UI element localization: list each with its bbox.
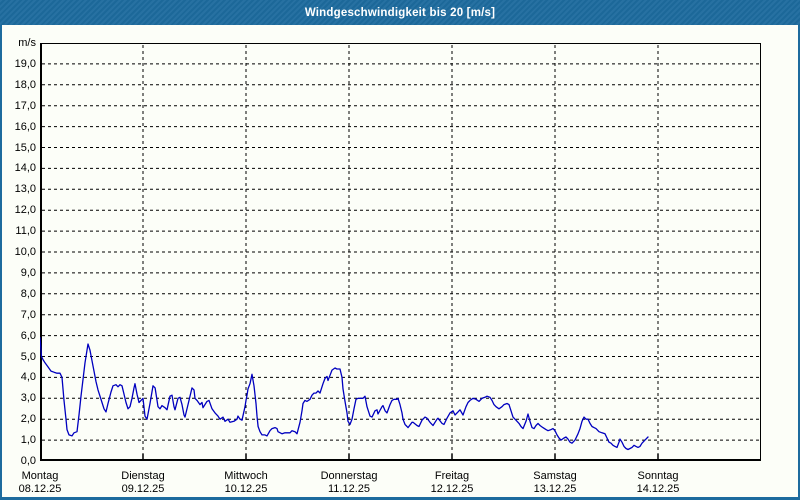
y-axis-tick-label: 16,0 — [14, 120, 36, 133]
y-axis-tick-label: 13,0 — [14, 183, 36, 196]
y-axis-tick-label: 7,0 — [20, 308, 36, 321]
y-axis-tick-label: 17,0 — [14, 99, 36, 112]
y-axis-tick-label: 11,0 — [15, 225, 36, 238]
wind-speed-chart — [40, 43, 761, 461]
y-axis-tick-label: 9,0 — [20, 266, 36, 279]
x-axis-day-label: Dienstag — [121, 470, 165, 482]
y-axis-tick-label: 5,0 — [20, 350, 36, 363]
x-axis-date-label: 11.12.25 — [327, 483, 370, 495]
y-axis-tick-label: 15,0 — [14, 141, 36, 154]
x-axis-date-label: 13.12.25 — [533, 483, 577, 495]
y-axis-tick-label: 10,0 — [14, 246, 36, 258]
x-axis-date-label: 08.12.25 — [18, 483, 62, 495]
x-axis-date-label: 12.12.25 — [430, 483, 474, 495]
y-axis-tick-label: 4,0 — [20, 371, 36, 384]
y-axis-tick-label: 0,0 — [20, 455, 36, 467]
x-axis-day-label: Sonntag — [637, 470, 679, 482]
y-axis-tick-label: 12,0 — [14, 204, 36, 217]
y-axis-tick-label: 14,0 — [14, 162, 36, 175]
y-axis-tick-label: 8,0 — [20, 287, 36, 300]
y-axis-unit-label: m/s — [18, 37, 36, 49]
chart-canvas — [2, 25, 798, 497]
window-title: Windgeschwindigkeit bis 20 [m/s] — [304, 6, 496, 19]
x-axis-date-label: 14.12.25 — [636, 483, 680, 495]
x-axis-date-label: 10.12.25 — [224, 483, 268, 495]
wind-speed-plot-area — [40, 43, 761, 461]
wind-speed-line — [40, 337, 649, 451]
y-axis-tick-label: 2,0 — [20, 413, 36, 426]
window-titlebar: Windgeschwindigkeit bis 20 [m/s] — [0, 0, 800, 25]
x-axis-day-label: Samstag — [533, 470, 577, 482]
x-axis-date-label: 09.12.25 — [121, 483, 165, 495]
y-axis-tick-label: 3,0 — [20, 392, 36, 405]
x-axis-day-label: Freitag — [434, 470, 470, 482]
y-axis-tick-label: 19,0 — [14, 57, 36, 70]
x-axis-day-label: Donnerstag — [320, 470, 378, 482]
y-axis-tick-label: 18,0 — [14, 78, 36, 91]
x-axis-day-label: Montag — [21, 470, 59, 482]
y-axis-tick-label: 1,0 — [20, 434, 36, 447]
x-axis-day-label: Mittwoch — [224, 470, 268, 482]
y-axis-tick-label: 6,0 — [20, 329, 36, 342]
